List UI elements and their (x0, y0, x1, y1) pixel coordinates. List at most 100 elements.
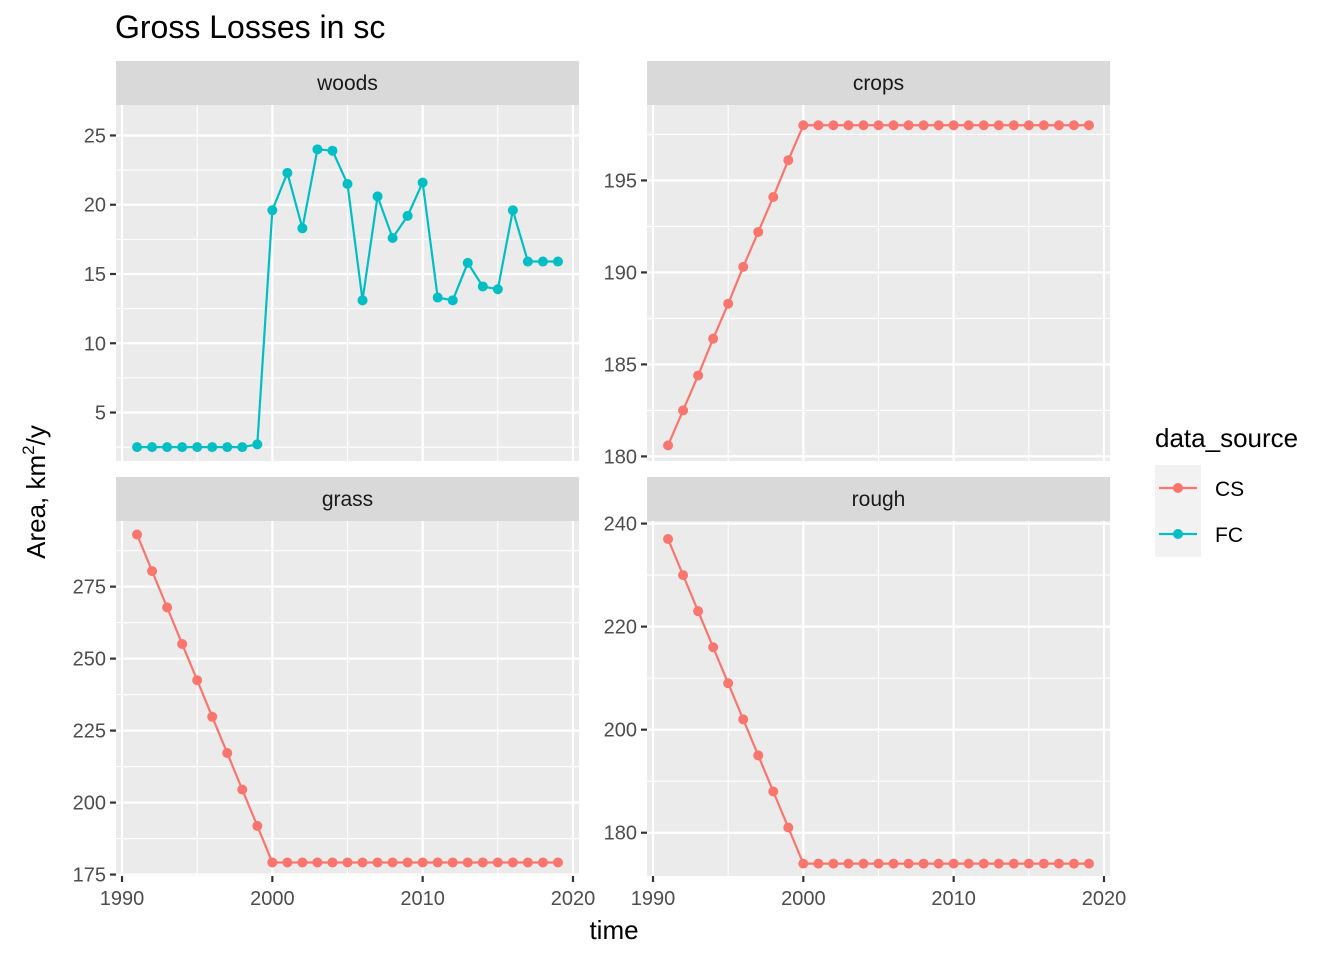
y-axis-title: Area, km2/y (19, 425, 51, 559)
data-point (342, 857, 353, 868)
data-point (312, 857, 323, 868)
legend-title: data_source (1155, 423, 1298, 453)
data-point (327, 857, 338, 868)
data-point (1023, 120, 1034, 131)
facet-strip-label-grass: grass (322, 488, 373, 511)
facet-strip-crops (647, 61, 1110, 105)
data-point (918, 858, 929, 869)
data-point (678, 405, 689, 416)
data-point (1068, 858, 1079, 869)
facet-strip-label-rough: rough (852, 488, 906, 511)
legend-key-point (1173, 483, 1183, 493)
data-point (768, 786, 779, 797)
data-point (813, 120, 824, 131)
data-point (873, 858, 884, 869)
data-point (552, 857, 563, 868)
data-point (708, 333, 719, 344)
data-point (678, 570, 689, 581)
data-point (753, 226, 764, 237)
facet-grass: grass 175 200 225 250 275 1990 2000 2010 2020 (73, 477, 596, 910)
data-point (708, 642, 719, 653)
data-point (267, 205, 278, 216)
data-point (783, 822, 794, 833)
y-tick-label: 195 (604, 170, 637, 192)
y-tick-label: 20 (84, 195, 106, 217)
data-point (177, 442, 188, 453)
facet-strip-label-crops: crops (853, 72, 904, 95)
data-point (903, 858, 914, 869)
data-point (492, 857, 503, 868)
data-point (372, 857, 383, 868)
x-tick-label: 1990 (631, 888, 676, 910)
data-point (147, 442, 158, 453)
facet-rough: rough 180 200 220 240 1990 2000 2010 2020 (604, 477, 1127, 910)
data-point (192, 675, 203, 686)
y-tick-label: 185 (604, 354, 637, 376)
series-FC-woods (132, 144, 563, 453)
y-tick-label: 275 (73, 577, 106, 599)
facet-strip-label-woods: woods (316, 72, 378, 95)
data-point (387, 232, 398, 243)
x-axis-title: time (589, 915, 638, 945)
y-tick-label: 15 (84, 264, 106, 286)
facet-grid: woods 5 10 15 20 25 crops 180 185 190 195 grass 175 2… (73, 61, 1127, 910)
series-CS-crops (663, 120, 1094, 451)
data-point (753, 750, 764, 761)
data-point (813, 858, 824, 869)
data-point (522, 857, 533, 868)
data-point (1038, 858, 1049, 869)
facet-strip-rough (647, 477, 1110, 521)
data-point (432, 857, 443, 868)
data-point (282, 857, 293, 868)
data-point (993, 858, 1004, 869)
data-point (507, 205, 518, 216)
y-tick-label: 10 (84, 333, 106, 355)
data-point (402, 210, 413, 221)
legend-label-CS: CS (1215, 478, 1244, 501)
data-point (948, 858, 959, 869)
facet-woods: woods 5 10 15 20 25 (84, 61, 579, 461)
data-point (1068, 120, 1079, 131)
data-point (252, 820, 263, 831)
data-point (492, 284, 503, 295)
y-tick-label: 5 (95, 403, 106, 425)
data-point (447, 857, 458, 868)
data-point (1053, 120, 1064, 131)
data-point (858, 858, 869, 869)
data-point (828, 120, 839, 131)
data-point (372, 191, 383, 202)
data-point (828, 858, 839, 869)
x-tick-label: 2020 (551, 888, 596, 910)
y-tick-label: 225 (73, 721, 106, 743)
y-tick-label: 250 (73, 649, 106, 671)
x-tick-label: 2020 (1082, 888, 1127, 910)
facet-strip-woods (116, 61, 579, 105)
data-point (888, 858, 899, 869)
y-tick-label: 180 (604, 823, 637, 845)
data-point (933, 858, 944, 869)
data-point (462, 257, 473, 268)
data-point (738, 261, 749, 272)
data-point (1038, 120, 1049, 131)
data-point (783, 155, 794, 166)
data-point (447, 295, 458, 306)
data-point (888, 120, 899, 131)
data-point (237, 442, 248, 453)
data-point (477, 281, 488, 292)
data-point (357, 857, 368, 868)
data-point (147, 566, 158, 577)
data-point (1083, 858, 1094, 869)
data-point (933, 120, 944, 131)
y-tick-label: 240 (604, 514, 637, 536)
x-tick-label: 2000 (781, 888, 826, 910)
data-point (297, 857, 308, 868)
data-point (507, 857, 518, 868)
legend-entry-CS: CS (1155, 465, 1244, 511)
data-point (432, 292, 443, 303)
data-point (768, 191, 779, 202)
data-point (207, 711, 218, 722)
data-point (402, 857, 413, 868)
legend-entry-FC: FC (1155, 511, 1243, 557)
data-point (522, 256, 533, 267)
data-point (357, 295, 368, 306)
